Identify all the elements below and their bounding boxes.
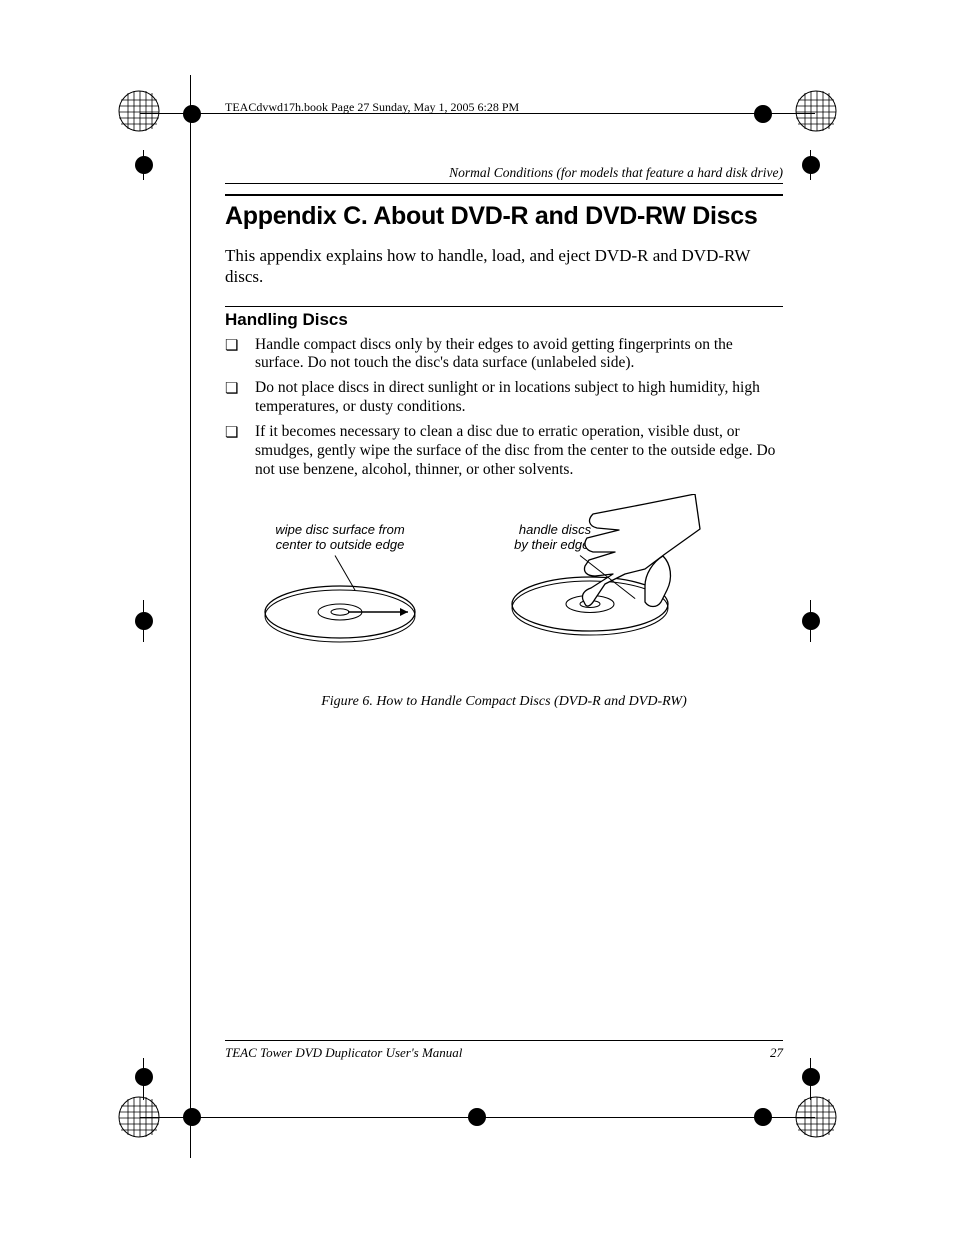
crosshair-icon [175, 1100, 209, 1134]
rule-thick [225, 194, 783, 196]
disc-wipe-illustration [260, 562, 420, 657]
figure-label-text: wipe disc surface from [275, 522, 404, 537]
list-item: If it becomes necessary to clean a disc … [225, 423, 783, 480]
list-item: Do not place discs in direct sunlight or… [225, 379, 783, 417]
figure-label-text: center to outside edge [276, 537, 405, 552]
print-mark-icon [118, 1096, 160, 1138]
figure-label-left: wipe disc surface from center to outside… [255, 522, 425, 553]
crosshair-icon [127, 1060, 161, 1094]
footer-page-number: 27 [770, 1045, 783, 1061]
print-mark-icon [795, 90, 837, 132]
print-mark-icon [118, 90, 160, 132]
book-metadata-line: TEACdvwd17h.book Page 27 Sunday, May 1, … [225, 100, 783, 115]
bullet-list: Handle compact discs only by their edges… [225, 336, 783, 480]
figure-caption: Figure 6. How to Handle Compact Discs (D… [225, 694, 783, 710]
crosshair-icon [460, 1100, 494, 1134]
crosshair-icon [794, 1060, 828, 1094]
crosshair-icon [794, 604, 828, 638]
crosshair-icon [175, 97, 209, 131]
appendix-title: Appendix C. About DVD-R and DVD-RW Discs [225, 202, 783, 231]
running-head: Normal Conditions (for models that featu… [225, 165, 783, 184]
frame-line [190, 75, 191, 1158]
page-content: TEACdvwd17h.book Page 27 Sunday, May 1, … [225, 100, 783, 710]
print-mark-icon [795, 1096, 837, 1138]
crosshair-icon [794, 148, 828, 182]
footer-manual-title: TEAC Tower DVD Duplicator User's Manual [225, 1045, 462, 1060]
crosshair-icon [127, 148, 161, 182]
crosshair-icon [746, 1100, 780, 1134]
page-footer: TEAC Tower DVD Duplicator User's Manual … [225, 1040, 783, 1061]
figure-handling-discs: wipe disc surface from center to outside… [225, 522, 783, 682]
intro-paragraph: This appendix explains how to handle, lo… [225, 245, 783, 288]
list-item: Handle compact discs only by their edges… [225, 336, 783, 374]
section-heading: Handling Discs [225, 306, 783, 330]
disc-hand-illustration [495, 494, 705, 659]
crosshair-icon [127, 604, 161, 638]
